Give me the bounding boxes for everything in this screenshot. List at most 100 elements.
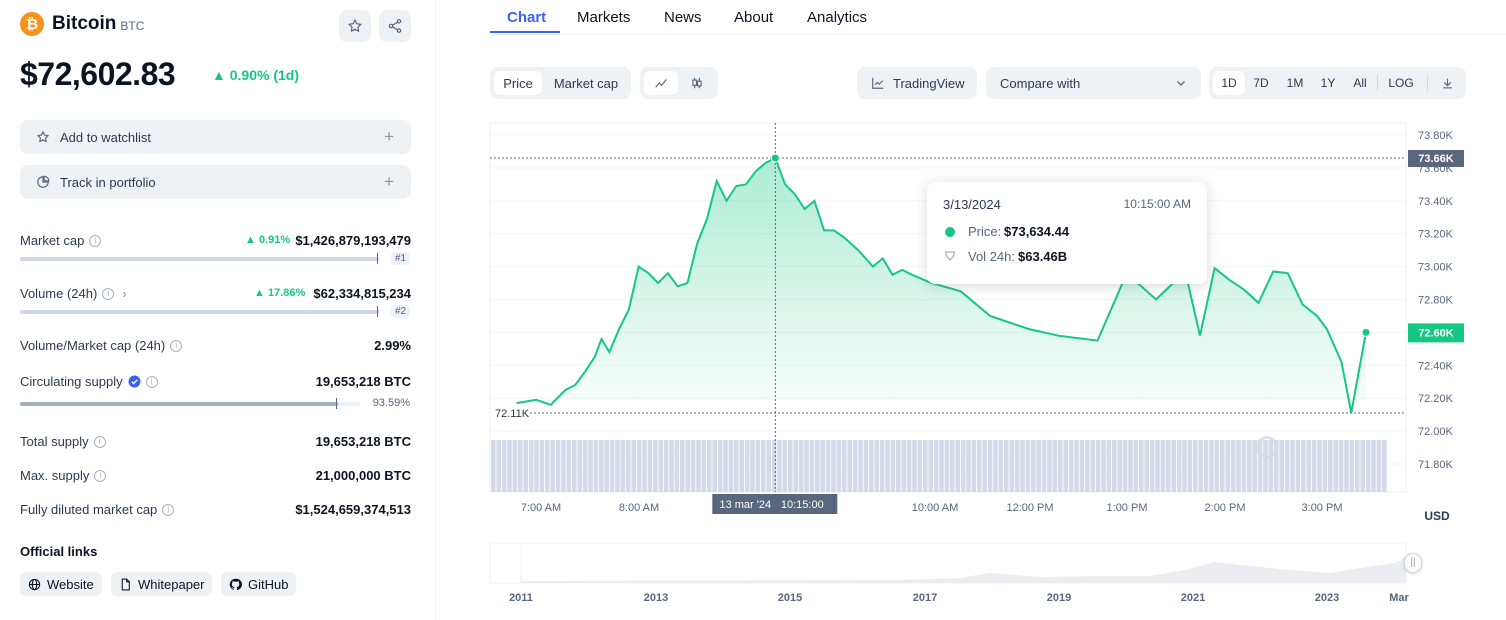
coin-header: ₿ Bitcoin BTC bbox=[20, 12, 144, 36]
volume-bar bbox=[1031, 440, 1036, 492]
volume-bar bbox=[771, 440, 777, 492]
tab-markets[interactable]: Markets bbox=[577, 9, 631, 26]
log-scale-button[interactable]: LOG bbox=[1388, 76, 1414, 90]
volume-bar bbox=[1371, 440, 1376, 492]
line-chart-button[interactable] bbox=[644, 71, 678, 95]
volume-label: Volume (24h) bbox=[20, 286, 98, 301]
y-tick-label: 73.20K bbox=[1418, 229, 1454, 241]
current-price-badge bbox=[1408, 323, 1464, 343]
volume-bar bbox=[939, 440, 944, 492]
volume-bar bbox=[1311, 440, 1317, 492]
volume-bar bbox=[1241, 440, 1247, 492]
chevron-down-icon bbox=[1177, 81, 1185, 86]
info-icon[interactable]: i bbox=[93, 435, 106, 448]
candlestick-icon bbox=[692, 77, 702, 89]
total-supply-value: 19,653,218 BTC bbox=[315, 434, 411, 449]
volume-bar bbox=[1209, 440, 1214, 492]
volume-bar bbox=[566, 440, 572, 492]
info-icon[interactable]: i bbox=[89, 234, 102, 247]
tooltip-vol-label: Vol 24h: bbox=[968, 249, 1015, 264]
volume-bar bbox=[1128, 440, 1133, 492]
volume-bar bbox=[744, 440, 750, 492]
circulating-value: 19,653,218 BTC bbox=[315, 374, 411, 389]
price-toggle-button[interactable]: Price bbox=[494, 71, 542, 95]
volume-bar bbox=[1198, 440, 1203, 492]
volume-bar bbox=[626, 440, 631, 492]
volume-rank: #2 bbox=[391, 305, 411, 318]
crosshair-time-label: 10:15:00 bbox=[781, 499, 824, 511]
info-icon[interactable]: i bbox=[102, 287, 115, 300]
tab-analytics[interactable]: Analytics bbox=[807, 9, 868, 26]
track-portfolio-button[interactable]: Track in portfolio + bbox=[20, 165, 411, 199]
y-tick-label: 72.40K bbox=[1418, 360, 1454, 372]
volume-bar bbox=[1112, 440, 1117, 492]
x-tick-label: 8:00 AM bbox=[619, 502, 659, 514]
volume-bar bbox=[944, 440, 950, 492]
volume-bar bbox=[593, 440, 599, 492]
range-1y-button[interactable]: 1Y bbox=[1320, 76, 1336, 90]
download-button[interactable] bbox=[1433, 71, 1461, 95]
x-tick-label: 10:00 AM bbox=[912, 502, 958, 514]
range-all-button[interactable]: All bbox=[1353, 76, 1367, 90]
volume-bar bbox=[782, 440, 788, 492]
share-button[interactable] bbox=[379, 10, 411, 42]
volume-bar bbox=[955, 440, 960, 492]
compare-with-dropdown[interactable]: Compare with bbox=[986, 67, 1201, 99]
range-1d-button[interactable]: 1D bbox=[1213, 71, 1245, 95]
volume-bar bbox=[539, 440, 545, 492]
info-icon[interactable]: i bbox=[162, 503, 175, 516]
volume-bar bbox=[1144, 440, 1149, 492]
tab-about[interactable]: About bbox=[734, 9, 774, 26]
market-cap-toggle-button[interactable]: Market cap bbox=[553, 75, 619, 91]
volume-bar bbox=[788, 440, 793, 492]
stat-fdmc: Fully diluted market cap i $1,524,659,374… bbox=[20, 502, 411, 518]
volume-bar bbox=[1014, 440, 1020, 492]
history-range-handle[interactable]: || bbox=[1404, 553, 1422, 573]
watchlist-label: Add to watchlist bbox=[60, 129, 152, 145]
chevron-right-icon[interactable]: › bbox=[122, 286, 127, 301]
volume-bar bbox=[1047, 440, 1052, 492]
x-tick-label: 12:00 PM bbox=[1006, 502, 1053, 514]
price-line bbox=[516, 156, 1367, 414]
stat-market-cap: Market cap i ▲ 0.91% $1,426,879,193,479 bbox=[20, 233, 411, 249]
volume-bar bbox=[1290, 440, 1295, 492]
y-tick-label: 73.40K bbox=[1418, 196, 1454, 208]
volume-bar bbox=[1139, 440, 1144, 492]
tab-chart[interactable]: Chart bbox=[507, 9, 547, 26]
volume-bar bbox=[642, 440, 647, 492]
volume-bar bbox=[842, 440, 847, 492]
tradingview-label: TradingView bbox=[893, 75, 965, 91]
volume-bar bbox=[993, 440, 998, 492]
volume-bar bbox=[1214, 440, 1220, 492]
tradingview-button[interactable]: TradingView bbox=[857, 67, 977, 99]
info-icon[interactable]: i bbox=[94, 469, 107, 482]
github-link[interactable]: GitHub bbox=[221, 572, 297, 596]
tab-news[interactable]: News bbox=[664, 9, 702, 26]
price-mcap-toggle: Price Market cap bbox=[490, 67, 631, 99]
volume-bar bbox=[815, 440, 820, 492]
volume-bar bbox=[1085, 440, 1090, 492]
website-link[interactable]: Website bbox=[20, 572, 102, 596]
history-year-label: 2021 bbox=[1181, 592, 1205, 604]
volume-bar bbox=[809, 440, 815, 492]
volume-bar bbox=[1376, 440, 1382, 492]
hover-point bbox=[770, 153, 780, 163]
info-icon[interactable]: i bbox=[170, 339, 183, 352]
volume-bar bbox=[1344, 440, 1349, 492]
share-icon bbox=[388, 19, 402, 33]
add-to-watchlist-button[interactable]: Add to watchlist + bbox=[20, 120, 411, 154]
portfolio-label: Track in portfolio bbox=[60, 174, 156, 190]
volume-bar bbox=[885, 440, 890, 492]
y-tick-label: 73.00K bbox=[1418, 262, 1454, 274]
volume-bar bbox=[1171, 440, 1176, 492]
volume-bar bbox=[1284, 440, 1290, 492]
range-7d-button[interactable]: 7D bbox=[1253, 76, 1269, 90]
history-year-label: 2019 bbox=[1047, 592, 1071, 604]
stat-total-supply: Total supply i 19,653,218 BTC bbox=[20, 434, 411, 450]
info-icon[interactable]: i bbox=[145, 375, 158, 388]
star-button[interactable] bbox=[339, 10, 371, 42]
range-1m-button[interactable]: 1M bbox=[1286, 76, 1304, 90]
whitepaper-link[interactable]: Whitepaper bbox=[111, 572, 213, 596]
candlestick-chart-button[interactable] bbox=[680, 71, 714, 95]
